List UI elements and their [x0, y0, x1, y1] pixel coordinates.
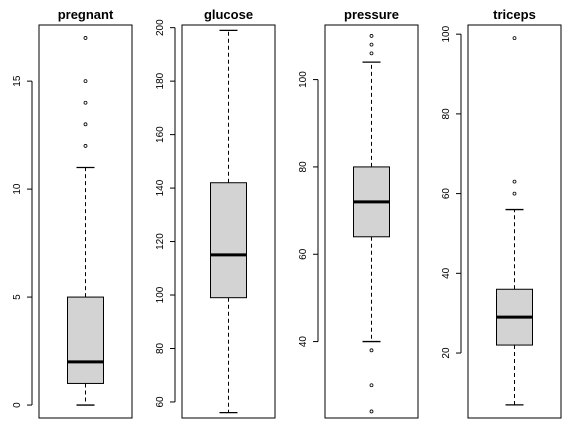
y-tick-label: 40 [441, 267, 452, 279]
outlier-point [369, 34, 374, 38]
outlier-point [369, 348, 374, 353]
outlier-point [83, 144, 88, 148]
plot-frame [324, 24, 419, 419]
panel-title: glucose [204, 7, 253, 22]
y-tick-label: 15 [12, 75, 23, 87]
outlier-point [512, 36, 517, 41]
plot-frame [38, 24, 133, 419]
outlier-point [369, 42, 374, 47]
plot-frame [181, 24, 276, 419]
y-tick-label: 80 [441, 108, 452, 120]
outlier-point [83, 79, 88, 84]
y-tick-label: 80 [155, 342, 166, 354]
outlier-point [512, 179, 517, 184]
outlier-point [512, 191, 517, 196]
iqr-box [210, 182, 247, 299]
outlier-point [369, 409, 374, 414]
panel-title: triceps [493, 7, 536, 22]
outlier-point [369, 51, 374, 56]
y-tick-label: 60 [441, 188, 452, 200]
y-tick-label: 40 [298, 336, 309, 348]
y-tick-label: 100 [298, 71, 309, 88]
y-tick-label: 160 [155, 126, 166, 143]
outlier-point [83, 122, 88, 127]
y-tick-label: 140 [155, 179, 166, 196]
y-tick-label: 100 [441, 25, 452, 42]
y-tick-label: 200 [155, 19, 166, 36]
plot-frame [467, 24, 562, 419]
y-tick-label: 80 [298, 161, 309, 173]
panel-glucose: glucose 60 80 100 120 140 160 180 200 [155, 7, 276, 419]
y-tick-label: 5 [12, 294, 23, 300]
panel-title: pressure [344, 7, 399, 22]
y-tick-label: 120 [155, 233, 166, 250]
outlier-point [369, 383, 374, 388]
outlier-point [83, 36, 88, 40]
y-tick-label: 10 [12, 183, 23, 195]
panel-triceps: triceps 20 40 60 80 100 [441, 7, 562, 419]
panel-pressure: pressure 40 60 80 100 [298, 7, 419, 419]
iqr-box [67, 296, 104, 384]
y-tick-label: 0 [12, 402, 23, 408]
y-tick-label: 60 [298, 248, 309, 260]
y-tick-label: 180 [155, 72, 166, 89]
y-tick-label: 60 [155, 396, 166, 408]
panel-title: pregnant [58, 7, 114, 22]
y-tick-label: 100 [155, 286, 166, 303]
outlier-point [83, 100, 88, 105]
panel-pregnant: pregnant 0 5 10 15 [12, 7, 133, 419]
y-tick-label: 20 [441, 347, 452, 359]
